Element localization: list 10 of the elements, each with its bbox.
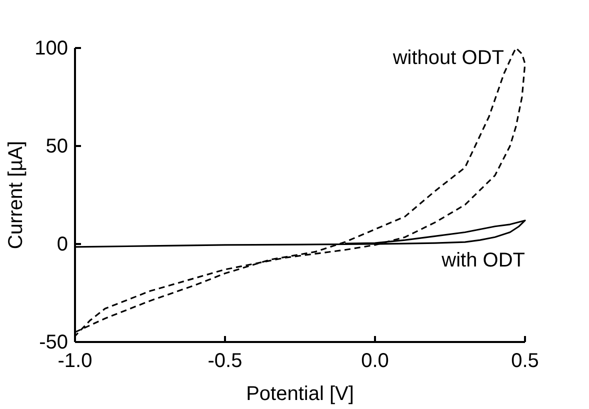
x-tick-label: -0.5 <box>208 350 242 372</box>
x-tick-label: 0.5 <box>511 350 539 372</box>
x-axis-title: Potential [V] <box>246 383 354 405</box>
y-axis-title: Current [µA] <box>5 140 27 250</box>
y-tick-label: 0 <box>56 233 68 256</box>
x-tick-label: 0.0 <box>361 350 389 372</box>
y-tick-label: 100 <box>34 37 68 60</box>
y-tick-label: 50 <box>46 135 68 158</box>
series-label: with ODT <box>440 249 525 272</box>
series-label: without ODT <box>392 47 504 69</box>
